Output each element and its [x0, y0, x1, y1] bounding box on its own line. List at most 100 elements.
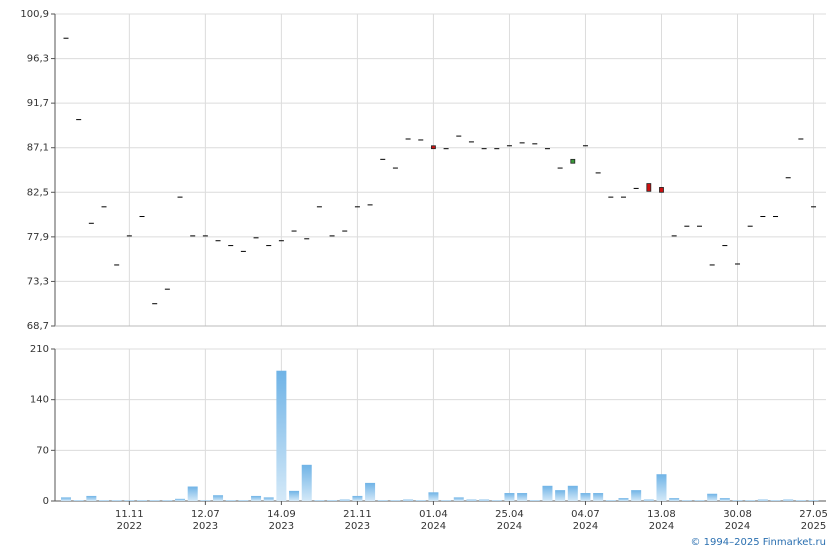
candle: [139, 216, 145, 218]
candle: [570, 158, 576, 164]
candle: [557, 167, 563, 169]
candle: [164, 288, 170, 290]
candle: [101, 206, 107, 208]
candle: [760, 216, 766, 218]
volume-bar: [73, 500, 84, 501]
y-tick-label: 77,9: [27, 232, 49, 243]
candle: [659, 187, 664, 193]
volume-bar: [719, 498, 730, 501]
volume-bar: [783, 499, 794, 501]
x-tick-label: 01.04: [419, 509, 448, 520]
volume-bar: [732, 500, 743, 501]
volume-bar: [618, 498, 629, 501]
volume-bar: [479, 499, 490, 501]
volume-bar: [86, 495, 97, 501]
candle: [215, 240, 221, 242]
volume-bar: [466, 499, 477, 501]
volume-bar: [149, 500, 160, 501]
volume-bar: [187, 486, 198, 501]
candle: [494, 148, 500, 150]
candle: [431, 145, 436, 150]
candle: [595, 172, 601, 174]
volume-bar: [289, 490, 300, 501]
x-tick-label-year: 2024: [497, 521, 522, 532]
volume-bar: [593, 493, 604, 501]
x-tick-label: 21.11: [343, 509, 372, 520]
candle: [646, 183, 652, 192]
candle: [126, 235, 132, 237]
y-tick-label: 91,7: [27, 98, 49, 109]
volume-bar: [707, 493, 718, 501]
candle: [582, 145, 588, 147]
volume-bar: [428, 492, 439, 501]
candle: [177, 196, 183, 198]
candle: [443, 148, 449, 150]
candle: [367, 204, 373, 206]
volume-bar: [352, 495, 363, 501]
candle: [773, 216, 779, 218]
candle: [671, 235, 677, 237]
volume-bar: [225, 500, 236, 501]
x-tick-label-year: 2024: [725, 521, 750, 532]
candle: [228, 245, 234, 247]
volume-bar: [175, 498, 186, 501]
candle: [63, 37, 69, 39]
copyright: © 1994–2025 Finmarket.ru: [690, 537, 826, 548]
volume-bar: [263, 497, 274, 501]
candle: [697, 225, 702, 227]
candle: [506, 145, 512, 147]
candle: [709, 264, 715, 266]
x-tick-label-year: 2025: [801, 521, 826, 532]
candle: [418, 139, 424, 141]
candle: [811, 206, 817, 208]
volume-bar: [656, 474, 667, 501]
volume-bar: [631, 490, 642, 501]
x-tick-label-year: 2023: [269, 521, 294, 532]
x-tick-label: 14.09: [267, 509, 296, 520]
y-tick-label: 87,1: [27, 143, 49, 154]
volume-bar: [124, 500, 135, 501]
volume-bar: [567, 485, 578, 501]
volume-bar: [251, 495, 262, 501]
y-tick-label: 100,9: [20, 9, 49, 20]
candle: [190, 235, 196, 237]
volume-bar: [681, 500, 692, 501]
candle: [202, 235, 208, 237]
candle: [735, 263, 741, 265]
volume-bar: [441, 500, 452, 501]
y-tick-label: 96,3: [27, 54, 49, 65]
candle: [291, 230, 297, 232]
volume-bar: [795, 500, 806, 501]
candle: [380, 158, 386, 160]
x-tick-label: 25.04: [495, 509, 524, 520]
volume-bar: [504, 493, 515, 501]
y-tick-label: 70: [36, 445, 49, 456]
x-tick-label: 12.07: [191, 509, 220, 520]
y-tick-label: 0: [43, 496, 49, 507]
y-tick-label: 140: [30, 395, 49, 406]
candle: [608, 196, 614, 198]
volume-bar: [529, 500, 540, 501]
volume-bar: [770, 500, 781, 501]
candle: [798, 138, 804, 140]
x-tick-label: 30.08: [723, 509, 752, 520]
candle: [633, 187, 639, 189]
candle: [152, 303, 158, 305]
y-tick-label: 210: [30, 344, 49, 355]
x-tick-label-year: 2023: [345, 521, 370, 532]
candle: [544, 148, 550, 150]
x-tick-label: 04.07: [571, 509, 600, 520]
volume-bar: [745, 500, 756, 501]
volume-bar: [517, 493, 528, 501]
volume-bar: [390, 500, 401, 501]
volume-bar: [491, 500, 502, 501]
volume-bar: [213, 495, 224, 501]
candle: [785, 177, 791, 179]
candle: [278, 240, 284, 242]
x-tick-label: 27.05: [799, 509, 828, 520]
x-tick-label: 11.11: [115, 509, 144, 520]
candle: [253, 237, 259, 239]
x-tick-label-year: 2024: [421, 521, 446, 532]
candle: [342, 230, 348, 232]
